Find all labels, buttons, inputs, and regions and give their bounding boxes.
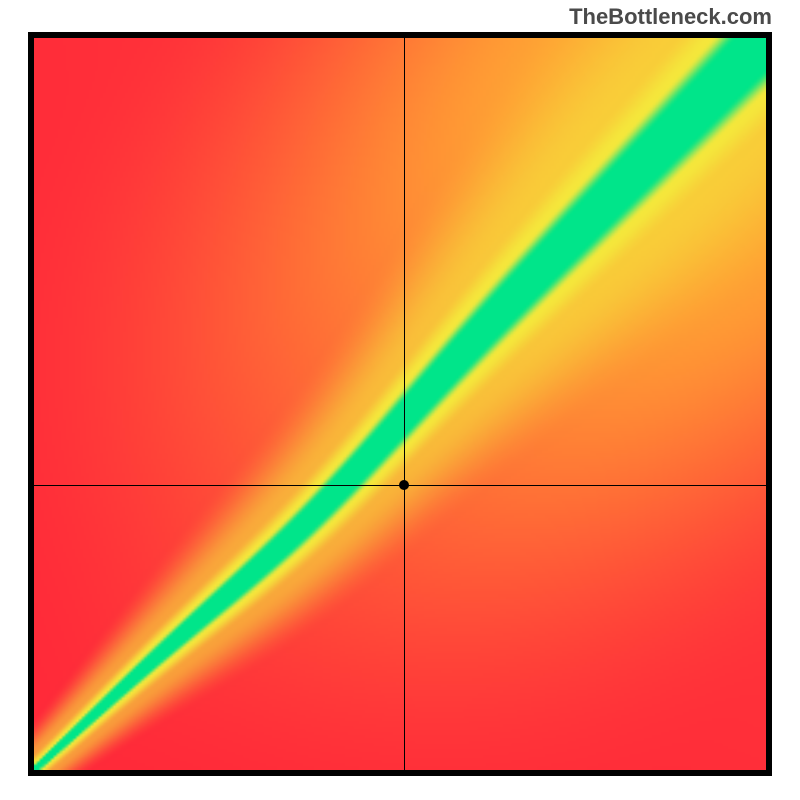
chart-container: TheBottleneck.com <box>0 0 800 800</box>
attribution-label: TheBottleneck.com <box>569 4 772 30</box>
crosshair-vertical <box>404 38 405 770</box>
marker-dot <box>399 480 409 490</box>
chart-inner <box>34 38 766 770</box>
heatmap-canvas <box>34 38 766 770</box>
chart-frame <box>28 32 772 776</box>
